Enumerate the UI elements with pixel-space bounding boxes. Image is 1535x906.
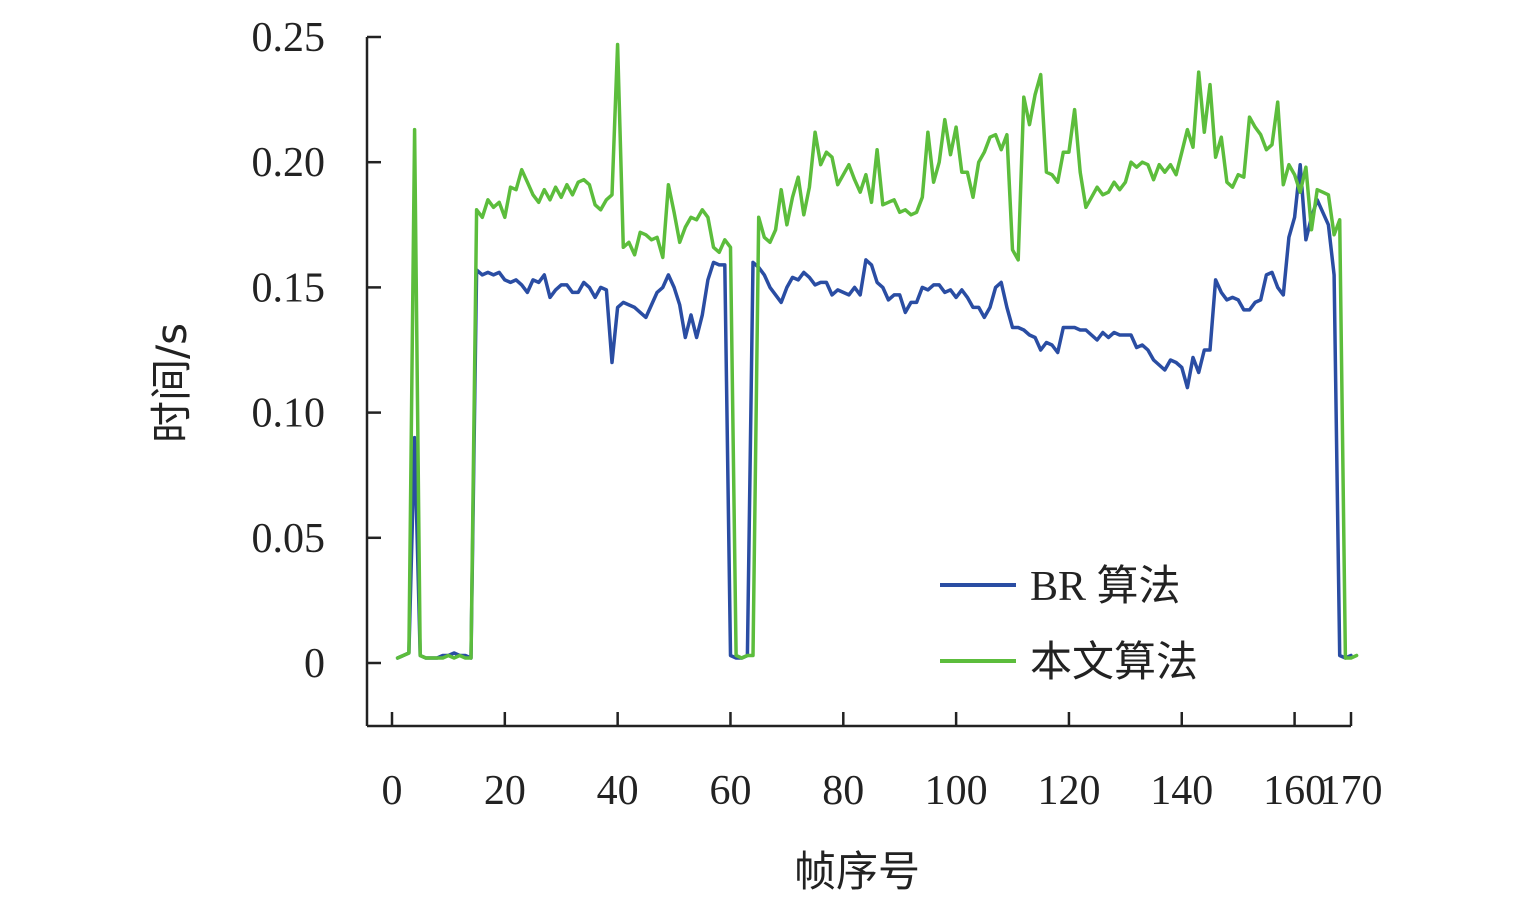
y-axis-ticks: 0 0.05 0.10 0.15 0.20 0.25 <box>252 15 381 687</box>
x-tick-label: 40 <box>597 768 639 814</box>
series-line-1 <box>395 162 1353 660</box>
x-tick-label: 0 <box>382 768 403 814</box>
x-tick-label: 170 <box>1320 768 1383 814</box>
x-tick-label: 60 <box>709 768 751 814</box>
x-tick-label: 100 <box>925 768 988 814</box>
x-tick-label: 80 <box>822 768 864 814</box>
x-tick-label: 120 <box>1037 768 1100 814</box>
y-tick-label: 0 <box>304 641 325 687</box>
x-tick-label: 140 <box>1150 768 1213 814</box>
x-tick-label: 160 <box>1263 768 1326 814</box>
legend-label: BR 算法 <box>1030 564 1181 610</box>
x-axis-title: 帧序号 <box>794 847 920 896</box>
series-line-2 <box>395 42 1359 660</box>
y-tick-label: 0.20 <box>252 140 326 186</box>
series-layer <box>395 42 1359 660</box>
x-tick-label: 20 <box>484 768 526 814</box>
y-tick-label: 0.15 <box>252 265 326 311</box>
y-tick-label: 0.05 <box>252 516 326 562</box>
y-axis-title: 时间/s <box>147 323 196 443</box>
y-tick-label: 0.25 <box>252 15 326 61</box>
y-tick-label: 0.10 <box>252 391 326 437</box>
legend-label: 本文算法 <box>1030 639 1198 686</box>
